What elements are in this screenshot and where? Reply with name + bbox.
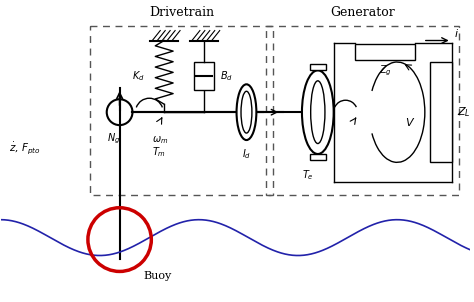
Text: $Z_g$: $Z_g$ <box>379 63 392 78</box>
Bar <box>90 26 273 195</box>
Text: $I_d$: $I_d$ <box>242 147 251 161</box>
Text: Drivetrain: Drivetrain <box>149 6 215 19</box>
Ellipse shape <box>241 91 252 133</box>
Text: $T_m$: $T_m$ <box>152 145 166 159</box>
Text: $Z_L$: $Z_L$ <box>456 105 470 119</box>
Bar <box>430 63 452 162</box>
Text: $T_e$: $T_e$ <box>302 168 314 182</box>
Text: $N_g$: $N_g$ <box>107 132 120 146</box>
Text: Buoy: Buoy <box>143 271 172 281</box>
Ellipse shape <box>310 81 325 143</box>
Bar <box>310 154 326 160</box>
Ellipse shape <box>302 70 334 154</box>
Text: Generator: Generator <box>330 6 395 19</box>
Ellipse shape <box>237 84 256 140</box>
Text: $V$: $V$ <box>405 116 415 128</box>
Text: $B_d$: $B_d$ <box>220 69 233 83</box>
Bar <box>266 26 458 195</box>
Text: $\dot{z}$, $F_{pto}$: $\dot{z}$, $F_{pto}$ <box>9 140 40 156</box>
Text: $\omega_m$: $\omega_m$ <box>152 134 169 146</box>
Text: $i$: $i$ <box>454 27 459 39</box>
Text: $K_d$: $K_d$ <box>132 69 145 83</box>
Bar <box>310 64 326 70</box>
Bar <box>194 63 214 90</box>
Bar <box>356 44 415 60</box>
